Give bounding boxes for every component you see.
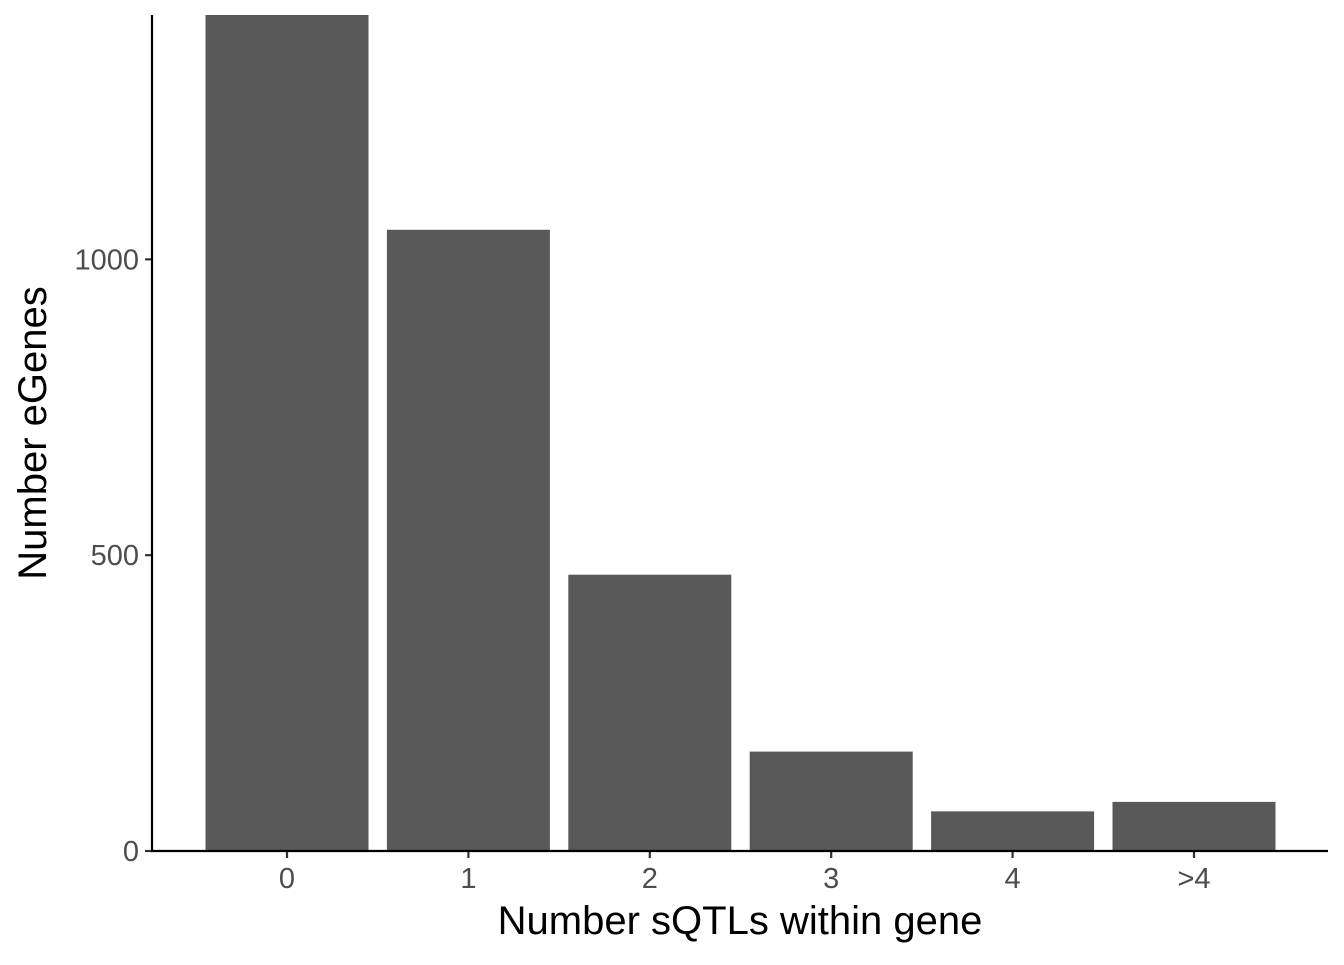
y-tick-label-1: 500 [91,540,139,572]
bar-3 [749,751,913,851]
x-tick-label-1: 1 [460,863,476,895]
x-axis-ticks: 0 1 2 3 4 >4 [279,851,1211,895]
x-axis-title: Number sQTLs within gene [498,899,983,943]
x-tick-label-4: 4 [1005,863,1021,895]
bar-5 [1112,801,1276,851]
bar-0 [205,15,369,851]
x-tick-label-3: 3 [823,863,839,895]
bar-2 [568,574,732,851]
y-tick-label-0: 0 [123,836,139,868]
y-tick-label-2: 1000 [74,244,139,276]
x-tick-label-2: 2 [642,863,658,895]
bar-1 [386,229,550,851]
y-axis-ticks: 0 500 1000 [74,244,152,868]
bar-4 [931,811,1095,851]
x-tick-label-5: >4 [1177,863,1210,895]
x-tick-label-0: 0 [279,863,295,895]
bars-layer [205,15,1276,851]
y-axis-title: Number eGenes [11,286,55,579]
